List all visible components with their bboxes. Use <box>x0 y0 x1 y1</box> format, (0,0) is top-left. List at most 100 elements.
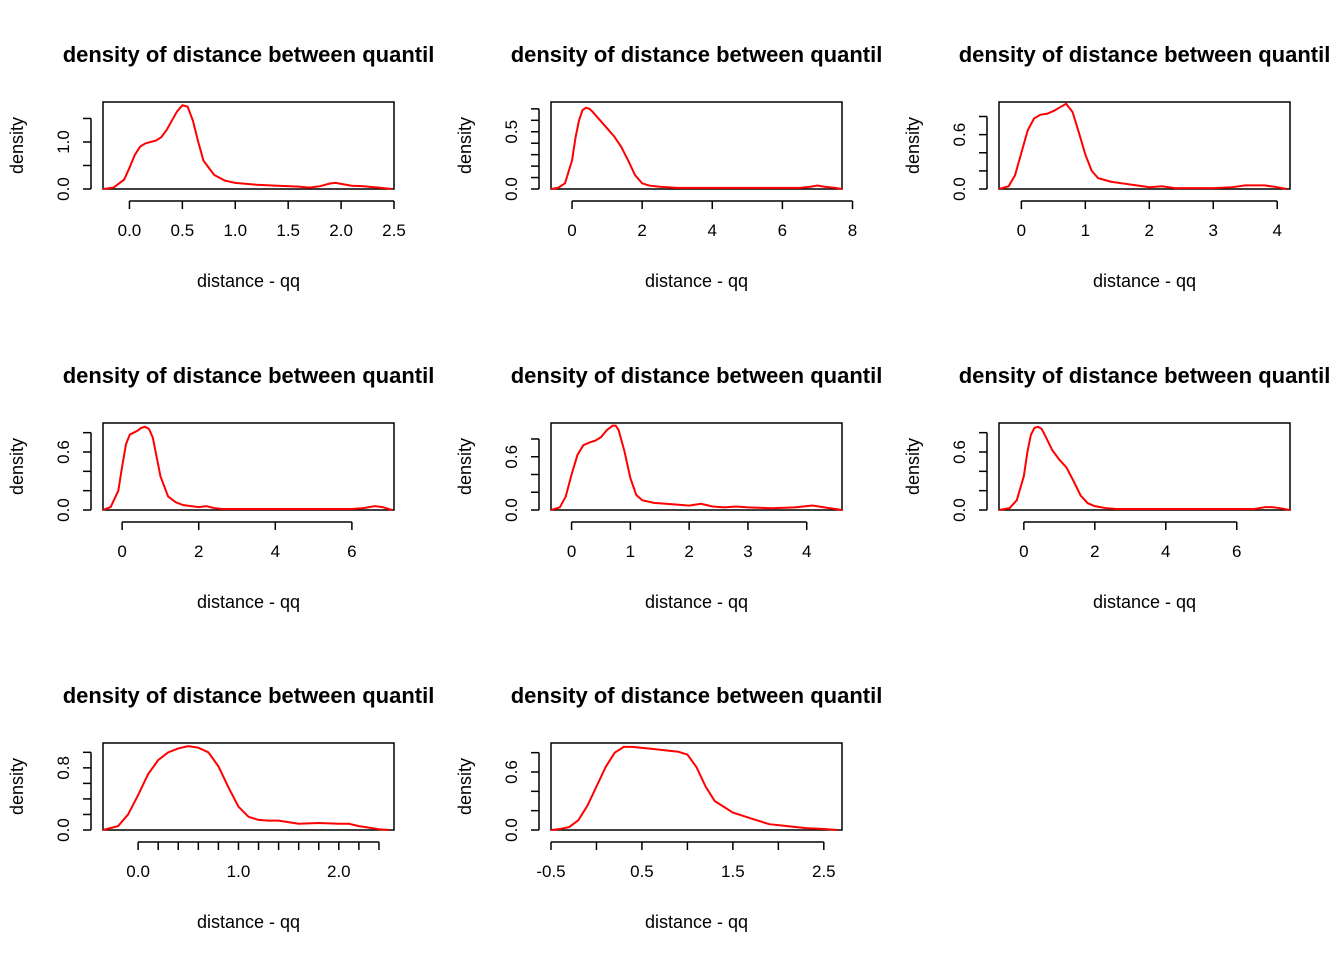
x-tick-label: 3 <box>1209 221 1218 240</box>
plot-frame <box>102 101 395 190</box>
x-tick-label: 1 <box>1081 221 1090 240</box>
x-tick-label: 2.5 <box>812 862 836 881</box>
y-axis-label: density <box>7 758 27 815</box>
y-axis-label: density <box>455 438 475 495</box>
y-tick-label: 0.0 <box>502 818 521 842</box>
panel-5: density of distance between quantil 0 1 2 3 4… <box>455 363 882 612</box>
y-tick-label: 0.0 <box>950 498 969 522</box>
chart-title: density of distance between quantil <box>959 363 1331 388</box>
chart-title: density of distance between quantil <box>63 683 435 708</box>
plot-frame <box>550 742 843 831</box>
plot-frame <box>102 742 395 831</box>
y-tick-label: 0.0 <box>502 177 521 201</box>
x-tick-label: 6 <box>347 542 356 561</box>
x-tick-label: 0.5 <box>171 221 195 240</box>
y-axis-label: density <box>7 117 27 174</box>
chart-title: density of distance between quantil <box>63 42 435 67</box>
y-tick-label: 0.8 <box>54 756 73 780</box>
x-tick-label: 1.0 <box>223 221 247 240</box>
chart-title: density of distance between quantil <box>63 363 435 388</box>
density-curve <box>998 102 1287 190</box>
y-tick-label: 0.6 <box>950 440 969 464</box>
panel-4: density of distance between quantil 0 2 4 6 d… <box>7 363 434 612</box>
y-axis-label: density <box>903 117 923 174</box>
x-tick-label: 0 <box>117 542 126 561</box>
y-axis-label: density <box>455 117 475 174</box>
x-tick-label: 1 <box>626 542 635 561</box>
x-tick-label: 2 <box>194 542 203 561</box>
x-tick-label: 0 <box>567 542 576 561</box>
x-tick-label: 0 <box>567 221 576 240</box>
x-tick-label: 2.0 <box>329 221 353 240</box>
y-axis-label: density <box>455 758 475 815</box>
panel-3: density of distance between quantil 0 1 2 3 4… <box>903 42 1330 291</box>
plot-frame <box>998 101 1291 190</box>
y-tick-label: 0.0 <box>950 177 969 201</box>
x-tick-label: 0.0 <box>126 862 150 881</box>
y-axis-label: density <box>7 438 27 495</box>
y-tick-label: 0.6 <box>950 123 969 147</box>
x-tick-label: 4 <box>1272 221 1281 240</box>
plot-frame <box>102 422 395 511</box>
y-tick-label: 0.6 <box>502 760 521 784</box>
x-tick-label: 2.5 <box>382 221 406 240</box>
density-curve <box>998 425 1291 511</box>
panel-8: density of distance between quantil -0.5 0… <box>455 683 882 932</box>
x-axis-label: distance - qq <box>645 912 748 932</box>
x-tick-label: 2 <box>684 542 693 561</box>
density-curve <box>102 425 393 511</box>
x-tick-label: 2 <box>1145 221 1154 240</box>
x-tick-label: 2 <box>1090 542 1099 561</box>
x-tick-label: 4 <box>802 542 811 561</box>
x-tick-label: 2 <box>637 221 646 240</box>
y-tick-label: 0.0 <box>54 818 73 842</box>
x-tick-label: 4 <box>271 542 280 561</box>
chart-title: density of distance between quantil <box>511 683 883 708</box>
x-tick-label: 4 <box>708 221 717 240</box>
y-tick-label: 0.0 <box>54 177 73 201</box>
x-tick-label: 1.0 <box>227 862 251 881</box>
x-axis-label: distance - qq <box>197 271 300 291</box>
y-axis-label: density <box>903 438 923 495</box>
x-axis-label: distance - qq <box>197 592 300 612</box>
density-curve <box>102 104 392 190</box>
x-tick-label: 6 <box>1232 542 1241 561</box>
x-axis-label: distance - qq <box>645 271 748 291</box>
x-tick-label: 4 <box>1161 542 1170 561</box>
panel-2: density of distance between quantil 0 2 4 6 8… <box>455 42 882 291</box>
x-axis-label: distance - qq <box>1093 592 1196 612</box>
x-tick-label: 0.5 <box>630 862 654 881</box>
plot-frame <box>998 422 1291 511</box>
plot-frame <box>550 101 843 190</box>
x-axis-label: distance - qq <box>1093 271 1196 291</box>
y-tick-label: 1.0 <box>54 130 73 154</box>
panel-6: density of distance between quantil 0 2 4 6 d… <box>903 363 1330 612</box>
chart-title: density of distance between quantil <box>959 42 1331 67</box>
y-tick-label: 0.5 <box>502 120 521 144</box>
x-axis-label: distance - qq <box>645 592 748 612</box>
x-tick-label: 6 <box>778 221 787 240</box>
x-tick-label: 0.0 <box>118 221 142 240</box>
x-tick-label: 2.0 <box>327 862 351 881</box>
x-tick-label: -0.5 <box>536 862 565 881</box>
x-tick-label: 1.5 <box>276 221 300 240</box>
y-tick-label: 0.6 <box>502 445 521 469</box>
y-tick-label: 0.6 <box>54 440 73 464</box>
x-tick-label: 1.5 <box>721 862 745 881</box>
density-curve <box>550 745 838 831</box>
panel-7: density of distance between quantil 0.0 1.… <box>7 683 434 932</box>
x-tick-label: 0 <box>1019 542 1028 561</box>
x-tick-label: 0 <box>1017 221 1026 240</box>
density-curve <box>550 106 843 190</box>
x-tick-label: 3 <box>743 542 752 561</box>
x-axis-label: distance - qq <box>197 912 300 932</box>
density-curve <box>550 424 843 511</box>
density-curve <box>102 745 390 831</box>
chart-title: density of distance between quantil <box>511 363 883 388</box>
y-tick-label: 0.0 <box>54 498 73 522</box>
chart-title: density of distance between quantil <box>511 42 883 67</box>
panel-1: density of distance between quantil 0.0 0.… <box>7 42 434 291</box>
plot-frame <box>550 422 843 511</box>
x-tick-label: 8 <box>848 221 857 240</box>
